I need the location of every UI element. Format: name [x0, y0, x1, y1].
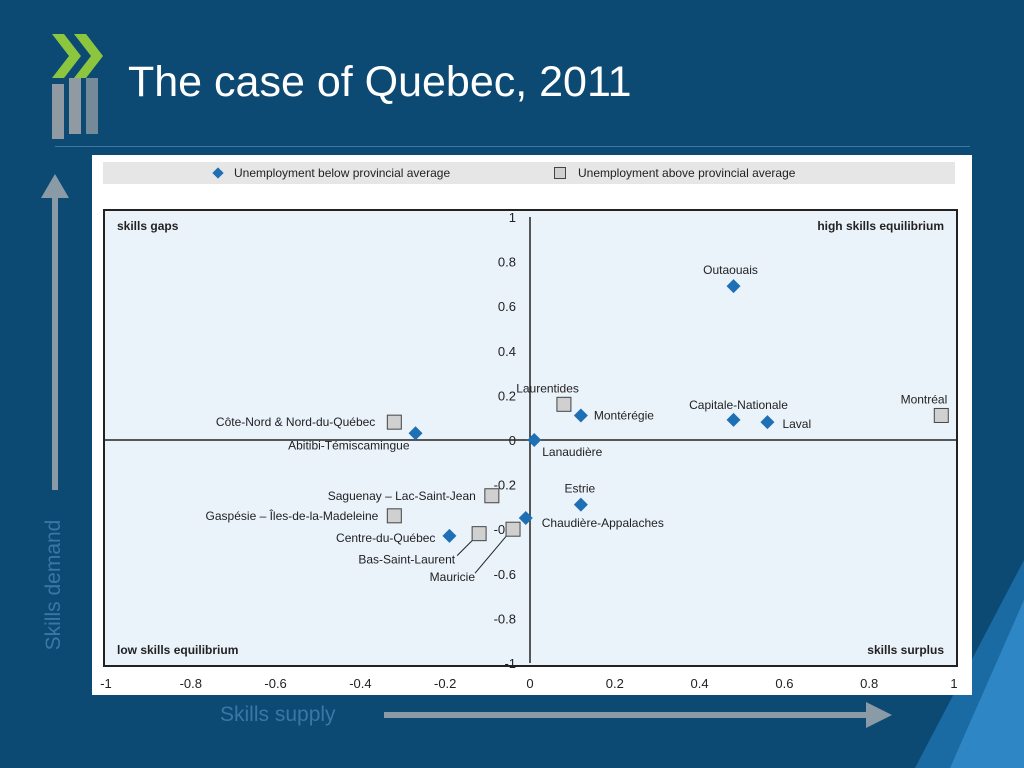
x-tick-label: 1 [950, 676, 957, 691]
point-marker-diamond [573, 408, 588, 423]
point-marker-square [471, 526, 487, 542]
point-label: Laurentides [516, 381, 579, 395]
y-axis-caption: Skills demand [42, 519, 65, 651]
y-tick-label: -0.8 [494, 611, 516, 626]
point-label: Centre-du-Québec [336, 531, 435, 545]
point-marker-square [386, 508, 402, 524]
y-tick-label: 0.2 [498, 388, 516, 403]
point-marker-square [484, 488, 500, 504]
y-tick-label: 0.8 [498, 255, 516, 270]
point-label: Montréal [901, 392, 948, 406]
y-tick-label: 0.4 [498, 344, 516, 359]
legend-item-above: Unemployment above provincial average [554, 166, 795, 180]
point-marker-square [505, 521, 521, 537]
point-marker-square [386, 414, 402, 430]
point-marker-square [556, 396, 572, 412]
quadrant-label-bottom-right: skills surplus [867, 643, 944, 657]
square-marker-icon [554, 167, 566, 179]
point-marker-diamond [760, 415, 775, 430]
title-divider [55, 146, 970, 147]
point-label: Estrie [565, 482, 596, 496]
quadrant-label-bottom-left: low skills equilibrium [117, 643, 239, 657]
skills-demand-arrow-icon [41, 174, 69, 490]
oecd-logo [52, 34, 103, 139]
point-marker-diamond [442, 528, 457, 543]
x-tick-label: 0.2 [606, 676, 624, 691]
chart-panel: Unemployment below provincial average Un… [92, 155, 972, 695]
x-tick-label: -0.2 [434, 676, 456, 691]
x-tick-label: 0 [526, 676, 533, 691]
y-tick-label: -1 [504, 656, 516, 671]
point-label: Outaouais [703, 263, 758, 277]
point-marker-diamond [726, 279, 741, 294]
y-tick-label: -0.6 [494, 567, 516, 582]
logo-chevron-green-1 [52, 34, 81, 78]
point-label: Saguenay – Lac-Saint-Jean [328, 489, 476, 503]
point-label: Mauricie [430, 570, 476, 584]
point-label: Laval [782, 417, 811, 431]
leader-line [456, 539, 474, 557]
quadrant-label-top-right: high skills equilibrium [817, 219, 944, 233]
quadrant-label-top-left: skills gaps [117, 219, 179, 233]
y-tick-label: 0.6 [498, 299, 516, 314]
point-label: Gaspésie – Îles-de-la-Madeleine [206, 508, 379, 523]
point-label: Côte-Nord & Nord-du-Québec [216, 415, 375, 429]
point-label: Abitibi-Témiscamingue [288, 438, 410, 452]
y-tick-label: 1 [509, 210, 516, 225]
scatter-plot: -1 -0.8 -0.6 -0.4 -0.2 0 0.2 0.4 0.6 0.8 1 1 0.8 0.6 0… [100, 210, 957, 691]
logo-chevron-grey-1 [52, 84, 64, 139]
legend-item-below: Unemployment below provincial average [212, 166, 451, 180]
logo-chevron-grey-2 [69, 78, 81, 134]
x-tick-label: -0.4 [349, 676, 371, 691]
y-tick-label: 0 [509, 433, 516, 448]
legend-label-above: Unemployment above provincial average [578, 166, 796, 180]
x-axis-caption: Skills supply [220, 703, 336, 726]
point-marker-diamond [408, 426, 423, 441]
point-label: Bas-Saint-Laurent [358, 553, 455, 567]
point-marker-diamond [573, 497, 588, 512]
skills-supply-arrow-icon [384, 702, 892, 728]
point-label: Montérégie [594, 408, 654, 422]
point-marker-diamond [518, 511, 533, 526]
point-label: Lanaudière [542, 445, 602, 459]
x-tick-label: 0.4 [691, 676, 709, 691]
legend-label-below: Unemployment below provincial average [234, 166, 451, 180]
x-tick-label: -0.6 [264, 676, 286, 691]
point-marker-diamond [527, 433, 542, 447]
point-marker-diamond [726, 412, 741, 427]
legend: Unemployment below provincial average Un… [103, 162, 955, 184]
x-tick-label: 0.6 [775, 676, 793, 691]
point-marker-square [933, 407, 949, 423]
logo-chevron-green-2 [74, 34, 103, 78]
page-title: The case of Quebec, 2011 [128, 58, 632, 106]
x-tick-label: -0.8 [180, 676, 202, 691]
logo-chevron-grey-3 [86, 78, 98, 134]
x-tick-label: -1 [100, 676, 112, 691]
point-label: Chaudière-Appalaches [542, 516, 664, 530]
point-label: Capitale-Nationale [689, 398, 788, 412]
leader-line [474, 534, 508, 574]
x-tick-label: 0.8 [860, 676, 878, 691]
